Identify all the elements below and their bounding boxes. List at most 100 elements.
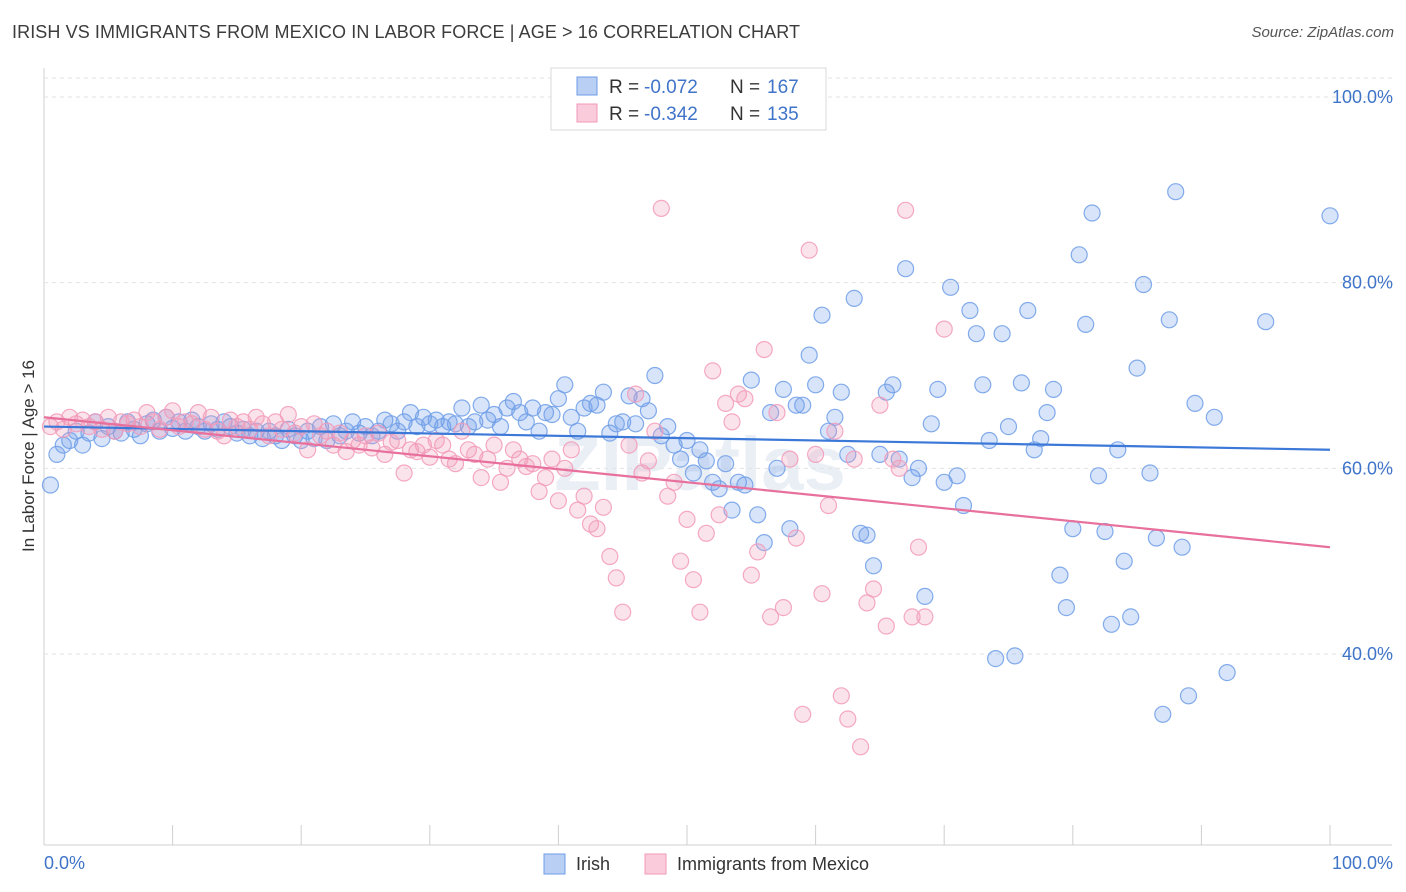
mexico-point [742, 566, 760, 584]
irish-point [1128, 359, 1146, 377]
mexico-point [652, 199, 670, 217]
mexico-point [845, 450, 863, 468]
legend-r-label-mexico: R = [609, 104, 644, 125]
legend-n-value-irish: 167 [767, 77, 799, 98]
irish-point [967, 325, 986, 343]
irish-point [742, 371, 760, 389]
irish-point [1321, 207, 1339, 225]
irish-point [1179, 687, 1198, 705]
legend-swatch-mexico [576, 103, 598, 123]
irish-point [472, 396, 490, 414]
irish-point [1032, 430, 1050, 448]
irish-point [697, 452, 715, 470]
irish-point [1141, 464, 1159, 482]
irish-point [1070, 246, 1088, 264]
mexico-point [678, 510, 696, 529]
irish-point [710, 480, 728, 498]
trend-line-irish [43, 425, 1331, 451]
irish-point [1160, 311, 1178, 329]
mexico-point [646, 422, 664, 440]
mexico-point [639, 452, 658, 470]
mexico-point [620, 436, 638, 454]
irish-point [1167, 183, 1185, 201]
mexico-point [504, 441, 523, 459]
irish-point [1044, 380, 1063, 398]
irish-point [986, 649, 1005, 668]
mexico-point [697, 524, 715, 542]
irish-point [1205, 408, 1223, 426]
irish-point [896, 260, 915, 278]
mexico-point [202, 408, 220, 426]
irish-point [922, 415, 940, 433]
mexico-point [710, 506, 728, 524]
irish-point [524, 399, 542, 417]
irish-point [794, 396, 812, 414]
mexico-point [138, 404, 156, 422]
irish-point [903, 469, 921, 487]
irish-point [427, 411, 445, 429]
mexico-point [864, 580, 883, 598]
irish-point [980, 431, 998, 450]
irish-point [1186, 394, 1204, 412]
irish-point [517, 413, 535, 431]
mexico-point [826, 422, 844, 440]
mexico-point [761, 608, 780, 626]
irish-point [1064, 520, 1082, 538]
mexico-point [659, 487, 677, 505]
bottom-legend-label-irish: Irish [576, 854, 610, 874]
irish-point [498, 399, 516, 417]
mexico-point [935, 320, 953, 338]
stats-legend: R = -0.072 N = 167 R = -0.342 N = 135 [550, 67, 827, 131]
mexico-point [755, 340, 773, 359]
mexico-point [453, 422, 471, 440]
irish-point [401, 404, 420, 422]
trend-line-mexico [43, 416, 1331, 549]
mexico-point [614, 603, 632, 621]
irish-point [1057, 598, 1076, 617]
mexico-point [781, 450, 799, 468]
mexico-point [832, 687, 850, 705]
irish-point [800, 346, 818, 364]
irish-point [999, 418, 1018, 436]
irish-point [974, 376, 992, 394]
irish-point [536, 404, 555, 422]
irish-point [1012, 374, 1031, 392]
legend-swatch-irish [576, 76, 598, 96]
x-tick-label-min: 0.0% [44, 853, 85, 873]
mexico-point [851, 738, 870, 756]
irish-point [1077, 315, 1095, 333]
irish-point [659, 418, 677, 436]
y-tick-label-40: 40.0% [1342, 644, 1393, 664]
irish-point [408, 418, 426, 436]
irish-point [41, 476, 60, 494]
irish-point [832, 383, 850, 401]
irish-point [909, 459, 928, 477]
y-tick-labels: 40.0% 60.0% 80.0% 100.0% [1332, 87, 1393, 664]
irish-point [1115, 552, 1133, 570]
mexico-point [704, 362, 722, 380]
legend-n-label-mexico: N = [730, 104, 765, 125]
mexico-point [530, 482, 548, 501]
irish-point [884, 376, 902, 394]
y-tick-label-100: 100.0% [1332, 87, 1393, 107]
bottom-legend-label-mexico: Immigrants from Mexico [677, 854, 869, 874]
irish-point [858, 526, 876, 544]
mexico-point [382, 433, 400, 451]
irish-point [929, 380, 947, 398]
irish-point [1083, 204, 1101, 222]
mexico-point [588, 520, 606, 538]
irish-point [1089, 467, 1108, 485]
mexico-point [491, 473, 510, 491]
irish-point [1122, 608, 1140, 626]
mexico-point [813, 585, 831, 603]
irish-point [806, 376, 825, 394]
irish-point [607, 415, 625, 433]
mexico-point [607, 569, 625, 587]
legend-r-label-irish: R = [609, 77, 644, 98]
chart-title: IRISH VS IMMIGRANTS FROM MEXICO IN LABOR… [12, 22, 801, 42]
irish-point [48, 445, 66, 463]
mexico-point [877, 617, 895, 635]
mexico-point [819, 496, 838, 515]
mexico-point [247, 408, 265, 426]
